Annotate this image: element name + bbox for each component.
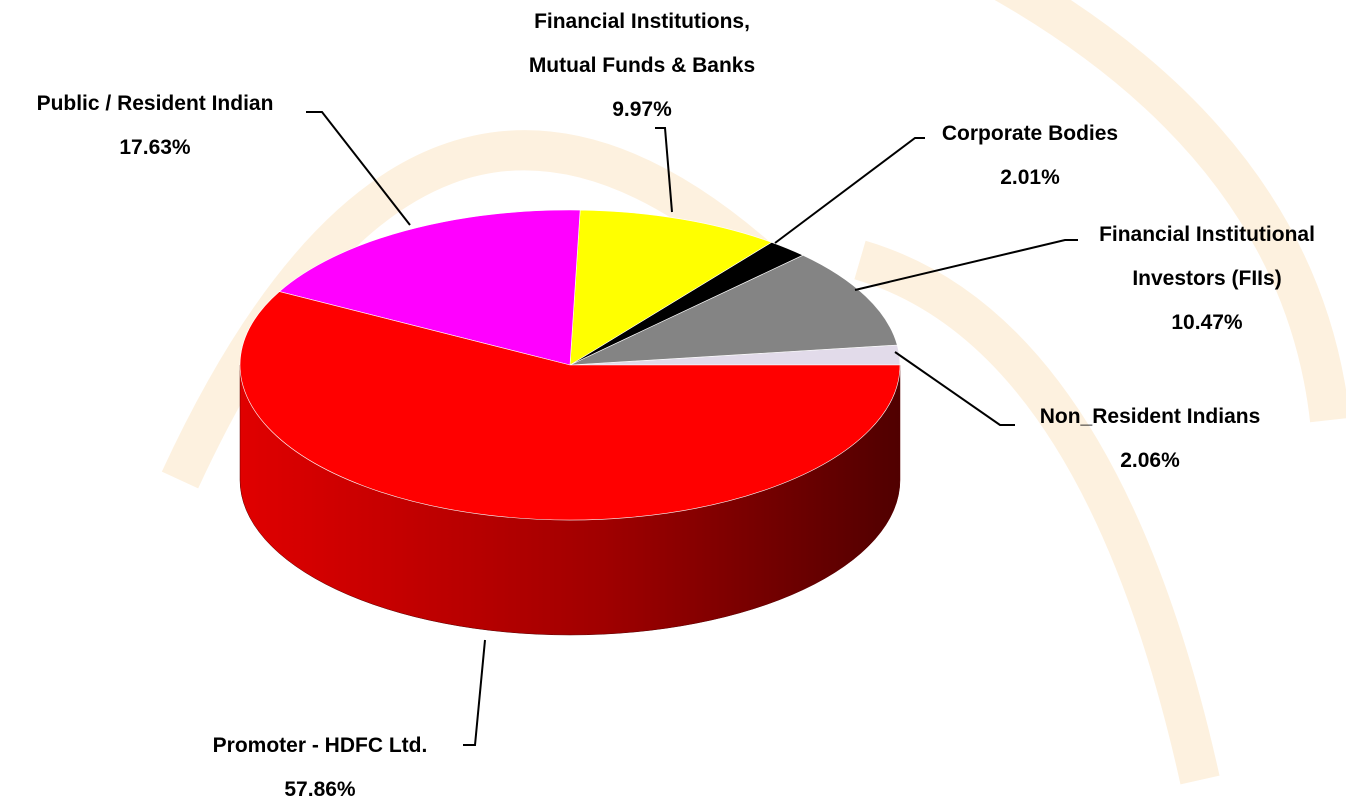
slice-name: Non_Resident Indians xyxy=(1039,405,1261,428)
slice xyxy=(278,209,581,366)
slice xyxy=(239,291,901,521)
leader-line xyxy=(306,111,411,226)
slice-value: 2.01% xyxy=(1000,166,1060,189)
slice-label: Financial Institutions, Mutual Funds & B… xyxy=(502,0,782,131)
slice-label: Non_Resident Indians 2.06% xyxy=(1000,395,1300,482)
slice xyxy=(569,209,773,366)
slice-value: 10.47% xyxy=(1171,311,1243,334)
slice-value: 2.06% xyxy=(1120,449,1180,472)
slice-value: 17.63% xyxy=(119,136,191,159)
slice-name: Financial Institutional Investors (FIIs) xyxy=(1099,223,1315,290)
slice-name: Public / Resident Indian xyxy=(36,92,274,115)
leader-line xyxy=(655,127,673,213)
slice-label: Promoter - HDFC Ltd. 57.86% xyxy=(170,724,470,811)
leader-line xyxy=(854,239,1078,291)
slice-value: 57.86% xyxy=(284,778,356,801)
slice-name: Financial Institutions, Mutual Funds & B… xyxy=(528,10,756,77)
slice-value: 9.97% xyxy=(612,98,672,121)
leader-line xyxy=(463,639,486,746)
slice xyxy=(569,254,898,366)
slice-name: Corporate Bodies xyxy=(941,122,1119,145)
slice-label: Financial Institutional Investors (FIIs)… xyxy=(1072,213,1342,344)
slice-label: Public / Resident Indian 17.63% xyxy=(5,82,305,169)
leader-line xyxy=(894,351,1015,426)
leader-line xyxy=(774,137,925,244)
slice-name: Promoter - HDFC Ltd. xyxy=(212,734,428,757)
slice-label: Corporate Bodies 2.01% xyxy=(900,112,1160,199)
